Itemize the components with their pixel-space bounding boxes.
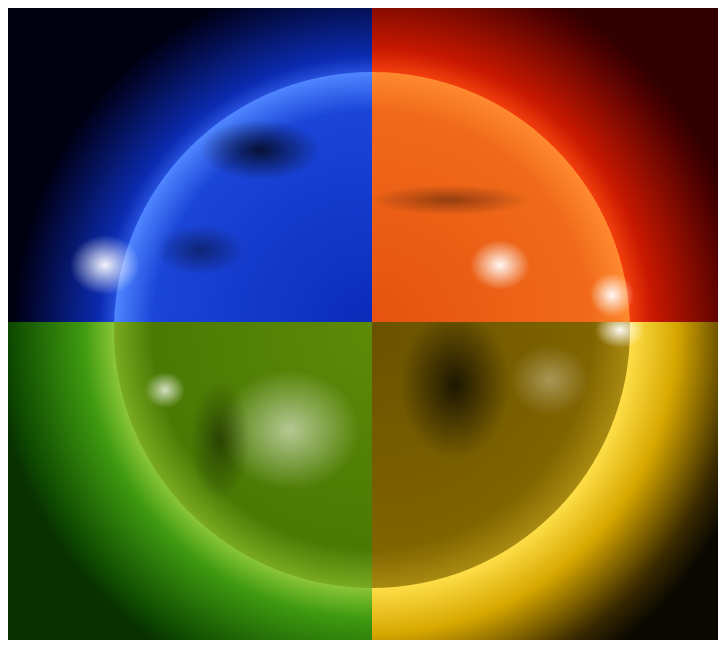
active-region [220, 370, 360, 490]
active-region [510, 345, 590, 415]
active-region [470, 240, 530, 290]
dark-region [372, 185, 530, 215]
dark-region [155, 225, 245, 275]
quadrant-green [8, 322, 372, 640]
active-region [70, 235, 140, 295]
quadrant-blue [8, 8, 372, 322]
quadrant-red [372, 8, 718, 322]
dark-region [190, 380, 250, 500]
quadrant-yellow [372, 322, 718, 640]
active-region [595, 322, 645, 348]
active-region [590, 273, 634, 317]
dark-region [200, 120, 320, 180]
active-region [145, 372, 185, 408]
coronal-hole [400, 322, 510, 460]
